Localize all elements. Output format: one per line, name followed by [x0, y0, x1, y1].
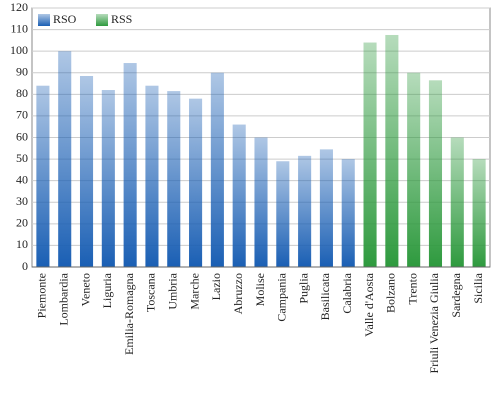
y-tick-label: 50 — [16, 151, 28, 165]
x-tick-label: Calabria — [340, 272, 354, 313]
bar — [407, 72, 421, 267]
x-tick-label: Sicilia — [471, 272, 485, 303]
y-tick-label: 100 — [10, 43, 28, 57]
y-tick-label: 120 — [10, 0, 28, 14]
x-tick-label: Lazio — [209, 273, 223, 300]
bar — [276, 161, 290, 267]
x-tick-label: Basilicata — [318, 272, 332, 320]
x-tick-label: Friuli Venezia Giulia — [427, 272, 441, 373]
legend-label: RSS — [111, 12, 132, 26]
x-tick-label: Piemonte — [35, 273, 49, 318]
y-tick-label: 70 — [16, 108, 28, 122]
x-tick-label: Abruzzo — [231, 273, 245, 314]
x-tick-label: Emilia-Romagna — [122, 272, 136, 355]
bar — [210, 72, 224, 267]
legend-swatch — [96, 14, 108, 26]
x-tick-label: Trento — [405, 273, 419, 305]
bar — [450, 137, 464, 267]
bar — [101, 90, 115, 268]
x-tick-label: Toscana — [144, 272, 158, 312]
bar — [232, 124, 246, 267]
bar — [341, 159, 355, 267]
x-tick-label: Sardegna — [449, 272, 463, 317]
y-tick-label: 80 — [16, 86, 28, 100]
bar — [189, 98, 203, 268]
bar — [363, 42, 377, 268]
y-tick-label: 60 — [16, 129, 28, 143]
bar — [123, 63, 137, 267]
bar — [319, 149, 333, 267]
x-tick-label: Liguria — [100, 272, 114, 308]
bar — [79, 75, 94, 267]
x-tick-label: Puglia — [296, 272, 310, 303]
y-tick-label: 90 — [16, 65, 28, 79]
y-tick-label: 0 — [22, 259, 28, 273]
bar — [58, 51, 72, 267]
bar — [428, 80, 443, 267]
legend-swatch — [38, 14, 50, 26]
bar — [385, 34, 399, 267]
x-tick-label: Marche — [187, 273, 201, 310]
x-tick-label: Veneto — [78, 273, 92, 306]
bar — [254, 137, 268, 267]
x-tick-label: Valle d'Aosta — [362, 272, 376, 336]
y-tick-label: 40 — [16, 172, 28, 186]
x-tick-label: Campania — [275, 272, 289, 321]
y-tick-label: 10 — [16, 237, 28, 251]
x-tick-label: Bolzano — [384, 273, 398, 313]
y-tick-label: 110 — [10, 21, 28, 35]
bar — [167, 91, 181, 268]
bar — [36, 85, 50, 267]
bar — [298, 155, 312, 267]
bar — [472, 159, 486, 267]
x-tick-label: Lombardia — [56, 272, 70, 325]
y-tick-label: 30 — [16, 194, 28, 208]
legend-label: RSO — [53, 12, 77, 26]
y-tick-label: 20 — [16, 216, 28, 230]
x-tick-label: Umbria — [166, 272, 180, 309]
bar — [145, 85, 159, 267]
x-tick-label: Molise — [253, 273, 267, 306]
